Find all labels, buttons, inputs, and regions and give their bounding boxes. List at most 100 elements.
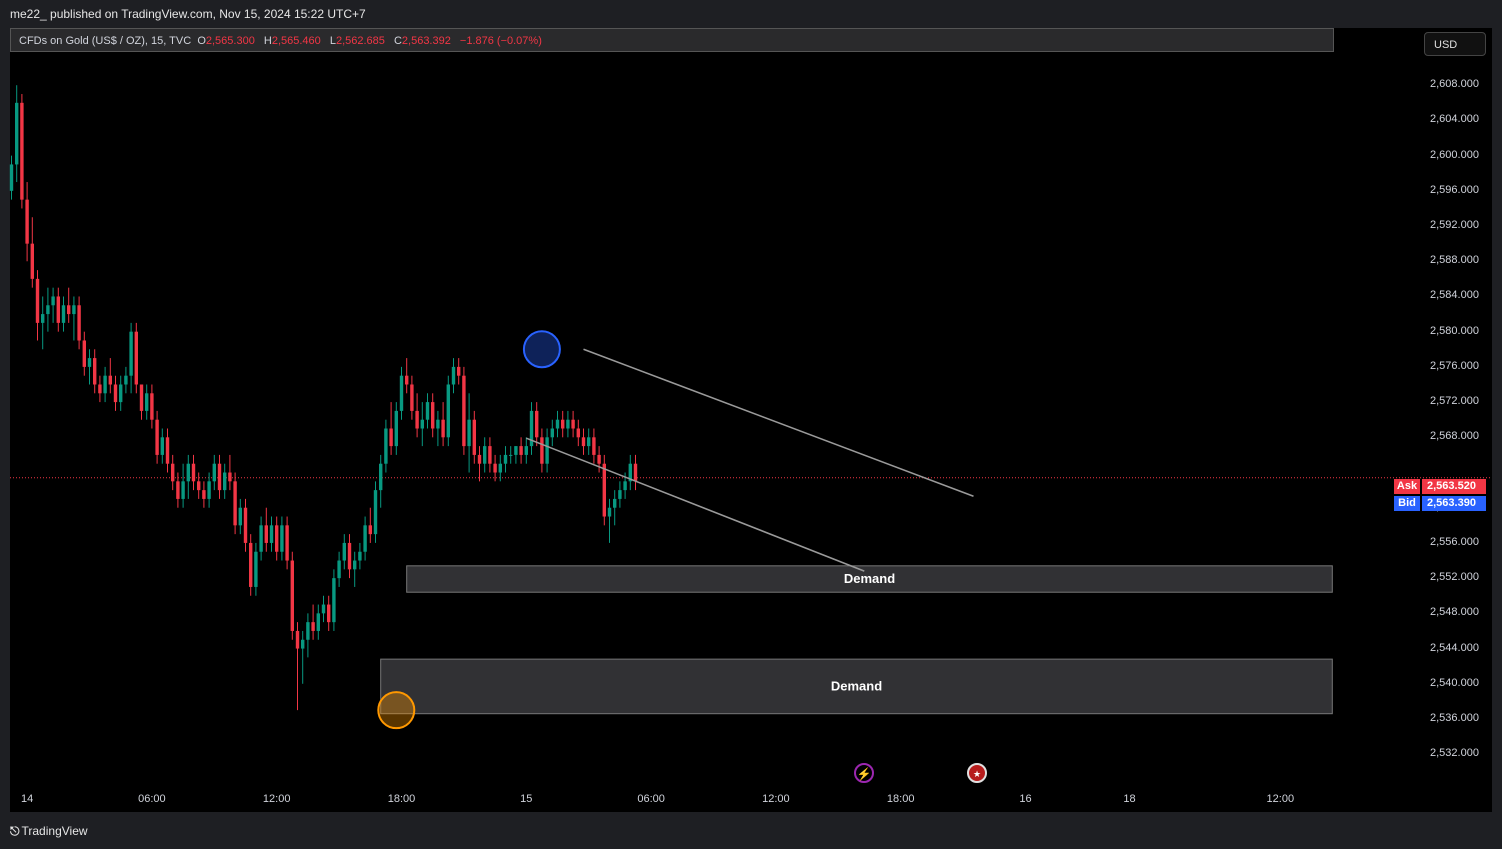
- candle: [509, 446, 513, 464]
- zone-label-1: Demand: [844, 571, 895, 586]
- candle: [165, 428, 170, 473]
- candle: [431, 393, 435, 438]
- trendline-3[interactable]: [583, 348, 974, 498]
- candle: [228, 454, 232, 491]
- high-circle[interactable]: [522, 330, 561, 369]
- candle: [280, 516, 284, 561]
- legend-close-label: C: [393, 35, 402, 47]
- y-tick-label: 2,544.000: [1430, 641, 1479, 654]
- legend-low-value: 2,562.685: [335, 35, 385, 47]
- candle: [233, 472, 237, 535]
- candle: [124, 366, 128, 394]
- candle: [311, 604, 315, 640]
- candle: [306, 613, 310, 658]
- candle: [524, 437, 528, 464]
- candle: [342, 534, 346, 570]
- candle: [363, 516, 367, 561]
- y-tick-label: 2,532.000: [1430, 747, 1479, 760]
- legend-bar: CFDs on Gold (US$ / OZ), 15, TVC O2,565.…: [10, 28, 1334, 52]
- candle: [98, 375, 102, 403]
- candle: [389, 402, 393, 455]
- candle: [202, 481, 206, 508]
- candle: [571, 410, 575, 438]
- candle: [61, 296, 66, 332]
- x-tick-label: 18:00: [886, 793, 915, 805]
- candle: [212, 454, 216, 491]
- legend-high-label: H: [263, 35, 272, 47]
- candle: [35, 270, 40, 341]
- candle: [176, 472, 180, 508]
- candle: [425, 393, 430, 429]
- zone-demand-1[interactable]: [406, 565, 1333, 593]
- candle: [477, 446, 482, 482]
- candle: [613, 490, 617, 526]
- y-tick-label: 2,556.000: [1430, 535, 1479, 548]
- candle: [9, 155, 14, 200]
- candle: [628, 454, 632, 491]
- candle: [145, 384, 149, 420]
- candle: [592, 428, 596, 464]
- candle: [587, 428, 591, 455]
- bolt-icon[interactable]: ⚡: [854, 763, 874, 783]
- candle: [87, 349, 92, 385]
- candle: [46, 287, 50, 332]
- zone-demand-2[interactable]: [380, 658, 1333, 715]
- candle: [20, 94, 24, 209]
- candle: [290, 551, 294, 640]
- candle: [197, 472, 201, 499]
- x-tick-label: 12:00: [762, 793, 790, 805]
- x-tick-label: 16: [1019, 793, 1032, 805]
- candle: [285, 516, 289, 570]
- ask-label: Ask: [1394, 479, 1420, 494]
- us-flag-icon[interactable]: ★: [967, 763, 987, 783]
- bid-price-tag: 2,563.390: [1422, 496, 1486, 511]
- candle: [529, 402, 534, 455]
- candle: [472, 410, 476, 464]
- x-tick-label: 06:00: [637, 793, 665, 805]
- y-tick-label: 2,548.000: [1430, 606, 1479, 619]
- candle: [597, 446, 601, 473]
- candle: [72, 296, 76, 341]
- y-tick-label: 2,552.000: [1430, 571, 1479, 584]
- candle: [415, 393, 419, 438]
- x-tick-label: 18: [1123, 793, 1136, 805]
- x-tick-label: 12:00: [1266, 793, 1295, 805]
- candle: [353, 551, 357, 587]
- ask-price-tag: 2,563.520: [1422, 479, 1486, 494]
- legend-low-label: L: [329, 35, 336, 47]
- published-caption: me22_ published on TradingView.com, Nov …: [10, 7, 366, 21]
- candle: [555, 410, 560, 438]
- trendline-4[interactable]: [526, 437, 865, 572]
- candle: [602, 454, 606, 526]
- brand-name: TradingView: [21, 824, 88, 838]
- y-tick-label: 2,572.000: [1430, 395, 1479, 408]
- candle: [633, 454, 638, 491]
- candle: [576, 419, 580, 447]
- candle: [269, 516, 274, 552]
- x-tick-label: 18:00: [387, 793, 416, 805]
- candle: [30, 217, 34, 288]
- candle: [108, 358, 112, 394]
- candle: [139, 384, 144, 420]
- candle: [493, 454, 497, 482]
- zone-label-2: Demand: [831, 678, 882, 693]
- candle: [457, 358, 461, 385]
- y-tick-label: 2,536.000: [1430, 711, 1479, 724]
- candle: [275, 516, 279, 561]
- y-tick-label: 2,608.000: [1430, 78, 1479, 91]
- currency-selector[interactable]: USD: [1424, 32, 1486, 56]
- candle: [503, 446, 508, 473]
- candle: [243, 498, 248, 552]
- candle: [467, 393, 471, 473]
- candle: [561, 410, 565, 438]
- legend-symbol[interactable]: CFDs on Gold (US$ / OZ), 15, TVC: [19, 35, 192, 47]
- candle: [77, 296, 81, 350]
- candle: [207, 472, 211, 508]
- candle: [462, 366, 466, 455]
- candle: [607, 498, 612, 543]
- candle: [186, 454, 190, 499]
- legend-close-value: 2,563.392: [401, 35, 451, 47]
- low-circle[interactable]: [377, 691, 416, 730]
- ohlc-legend: CFDs on Gold (US$ / OZ), 15, TVC O2,565.…: [19, 35, 548, 47]
